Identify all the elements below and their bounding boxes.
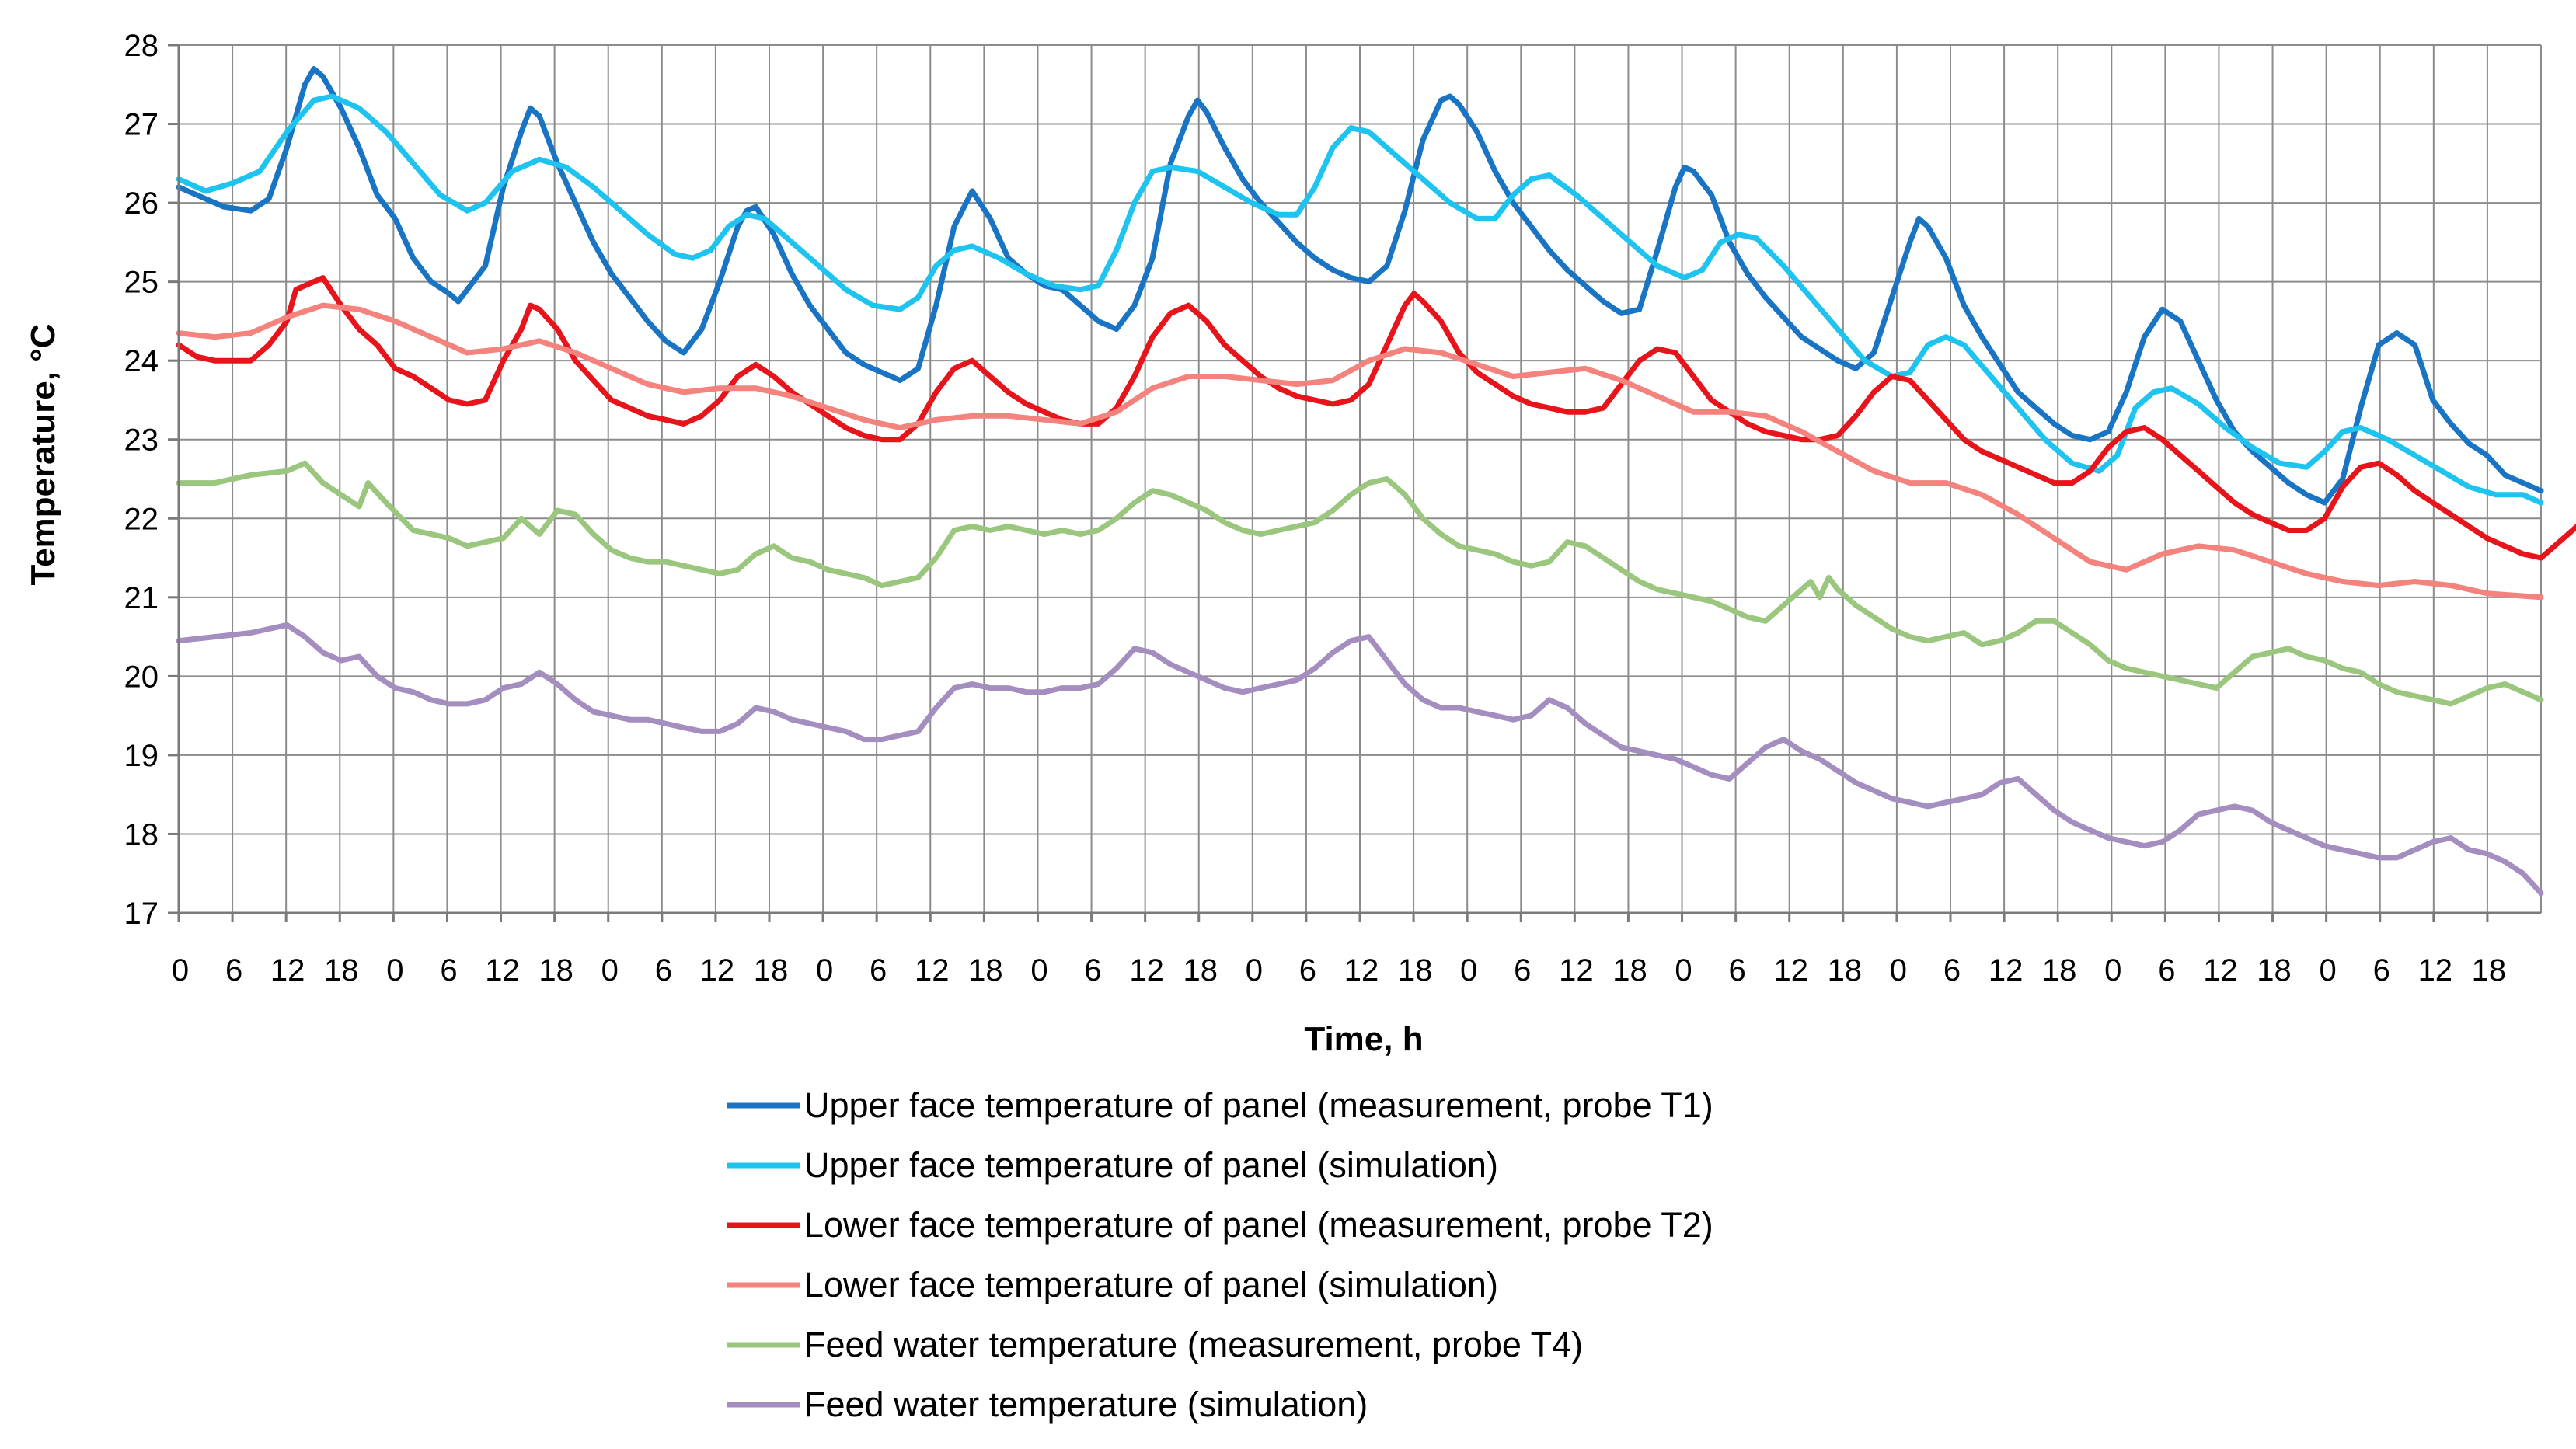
x-tick-label: 12	[1129, 953, 1164, 987]
x-tick-label: 18	[2042, 953, 2077, 987]
series-line-5	[176, 460, 2544, 707]
x-tick-label: 12	[1344, 953, 1379, 987]
x-tick-label: 12	[915, 953, 950, 987]
x-tick-label: 6	[1084, 953, 1101, 987]
x-tick-label: 12	[1989, 953, 2024, 987]
x-tick-label: 18	[968, 953, 1003, 987]
y-tick-label: 27	[124, 108, 159, 142]
series-line-3	[176, 275, 2576, 561]
x-tick-label: 18	[539, 953, 573, 987]
x-tick-label: 0	[1460, 953, 1477, 987]
x-tick-label: 18	[1398, 953, 1433, 987]
y-tick-label: 23	[124, 423, 159, 458]
x-tick-labels: 0 6 12 18 0 6 12 18 0 6 12 18 0 6 12 18 0 6 12 18 0 6 12 18 0 6 12…	[172, 913, 2506, 987]
legend-label: Feed water temperature (measurement, pro…	[804, 1325, 1583, 1364]
series-line-6	[176, 622, 2544, 897]
x-tick-label: 0	[1030, 953, 1047, 987]
x-tick-label: 12	[1773, 953, 1808, 987]
y-tick-labels: 17 18 19 20 21 22 23 24 25 26 27 28	[124, 29, 179, 931]
x-tick-label: 0	[601, 953, 619, 987]
y-tick-label: 26	[124, 186, 159, 221]
y-tick-label: 22	[124, 502, 159, 536]
x-tick-label: 6	[1514, 953, 1531, 987]
x-tick-label: 18	[1183, 953, 1218, 987]
series-line-2	[176, 93, 2544, 506]
x-tick-label: 18	[1612, 953, 1647, 987]
legend: Upper face temperature of panel (measure…	[727, 1085, 1713, 1424]
x-tick-label: 6	[1729, 953, 1746, 987]
y-tick-label: 20	[124, 660, 159, 694]
legend-label: Lower face temperature of panel (measure…	[804, 1205, 1713, 1245]
y-tick-label: 18	[124, 817, 159, 852]
x-tick-label: 6	[870, 953, 887, 987]
x-tick-label: 0	[2104, 953, 2121, 987]
x-tick-label: 6	[1299, 953, 1316, 987]
x-tick-label: 6	[655, 953, 672, 987]
x-tick-label: 18	[754, 953, 789, 987]
legend-label: Upper face temperature of panel (measure…	[804, 1085, 1713, 1125]
x-tick-label: 0	[386, 953, 403, 987]
legend-label: Upper face temperature of panel (simulat…	[804, 1145, 1498, 1185]
y-tick-label: 24	[124, 344, 159, 378]
x-tick-label: 18	[324, 953, 359, 987]
x-tick-label: 18	[2472, 953, 2507, 987]
x-tick-label: 12	[2418, 953, 2453, 987]
y-tick-label: 25	[124, 266, 159, 300]
legend-item-4: Lower face temperature of panel (simulat…	[727, 1265, 1498, 1304]
x-tick-label: 0	[1675, 953, 1692, 987]
y-tick-label: 17	[124, 897, 159, 931]
legend-item-2: Upper face temperature of panel (simulat…	[727, 1145, 1498, 1185]
y-tick-label: 21	[124, 581, 159, 615]
x-tick-label: 6	[2158, 953, 2175, 987]
x-tick-label: 0	[172, 953, 189, 987]
x-tick-label: 12	[485, 953, 520, 987]
x-tick-label: 12	[270, 953, 305, 987]
x-tick-label: 18	[2257, 953, 2292, 987]
y-axis-title: Temperature, °C	[24, 323, 62, 585]
x-tick-label: 12	[2203, 953, 2238, 987]
x-tick-label: 12	[1559, 953, 1594, 987]
series-lines	[176, 66, 2576, 897]
x-tick-label: 6	[225, 953, 242, 987]
x-tick-label: 18	[1828, 953, 1863, 987]
x-tick-label: 0	[816, 953, 833, 987]
x-tick-label: 6	[2373, 953, 2390, 987]
legend-label: Lower face temperature of panel (simulat…	[804, 1265, 1498, 1304]
y-tick-label: 19	[124, 739, 159, 773]
x-tick-label: 6	[440, 953, 457, 987]
x-tick-label: 6	[1943, 953, 1961, 987]
x-tick-label: 0	[1890, 953, 1907, 987]
series-line-4	[176, 302, 2544, 601]
x-tick-label: 0	[2320, 953, 2337, 987]
legend-item-5: Feed water temperature (measurement, pro…	[727, 1325, 1583, 1364]
legend-item-1: Upper face temperature of panel (measure…	[727, 1085, 1713, 1125]
legend-item-3: Lower face temperature of panel (measure…	[727, 1205, 1713, 1245]
x-axis-title: Time, h	[1304, 1020, 1423, 1058]
y-tick-label: 28	[124, 29, 159, 63]
legend-label: Feed water temperature (simulation)	[804, 1385, 1368, 1424]
x-tick-label: 12	[700, 953, 735, 987]
x-tick-label: 0	[1246, 953, 1263, 987]
legend-item-6: Feed water temperature (simulation)	[727, 1385, 1368, 1424]
